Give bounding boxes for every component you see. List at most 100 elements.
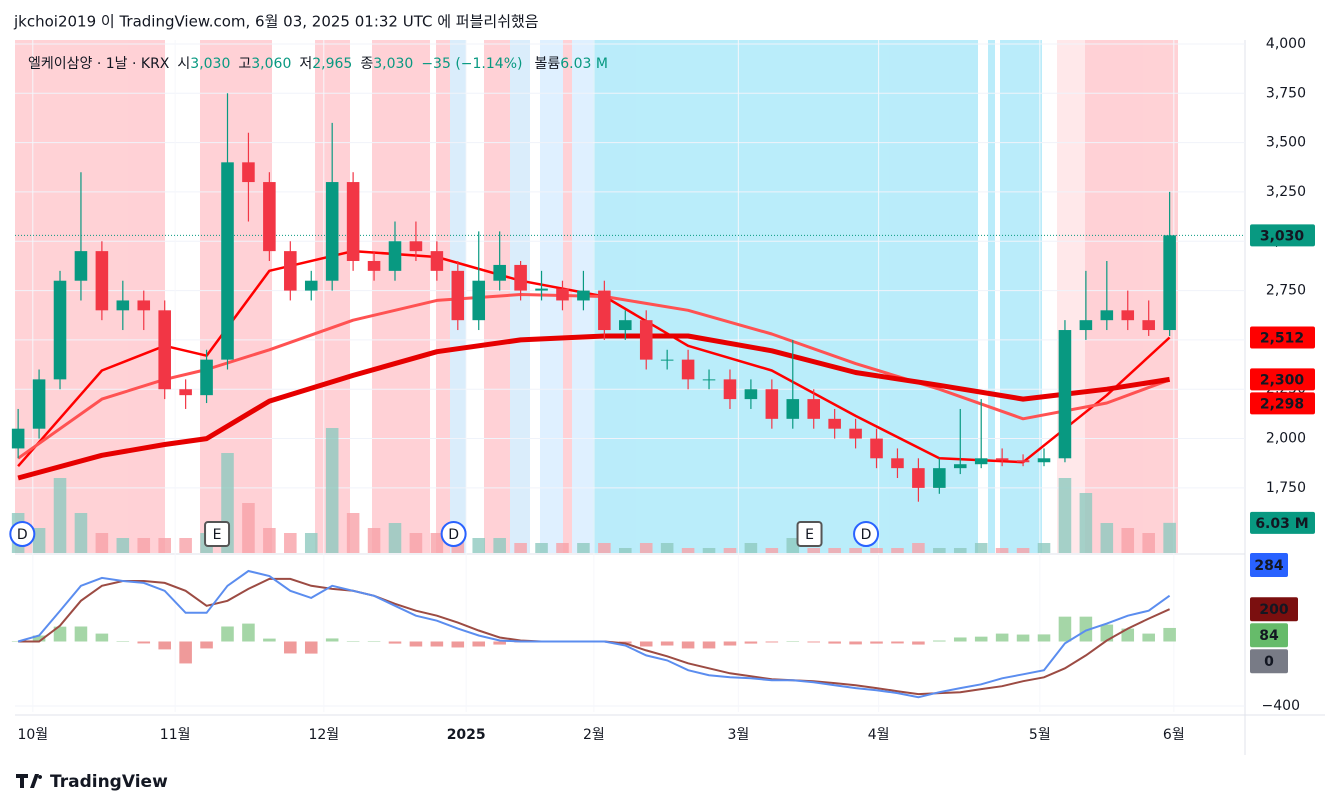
x-tick-label: 12월 [308, 727, 339, 743]
band [15, 40, 165, 553]
event-marker [796, 521, 823, 547]
candle-body [891, 458, 904, 469]
candle-body [32, 379, 46, 429]
macd-marker-label: 284 [1254, 558, 1283, 574]
candle-body [116, 300, 130, 311]
legend-volume-label: 볼륨 [534, 56, 560, 72]
macd-histogram [1037, 634, 1051, 642]
candle-body [53, 280, 67, 380]
macd-histogram [304, 641, 318, 654]
macd-histogram [933, 640, 946, 642]
volume-bar [912, 543, 925, 553]
candle-body [304, 280, 318, 291]
macd-histogram [242, 623, 255, 642]
y-tick-label: 3,750 [1266, 85, 1306, 101]
volume-bar [409, 533, 423, 553]
macd-marker [1250, 623, 1288, 648]
event-marker [853, 521, 880, 547]
volume-bar [388, 523, 402, 553]
macd-histogram [137, 641, 151, 644]
macd-histogram [1058, 616, 1072, 642]
volume-bar [284, 533, 297, 553]
candle-body [242, 162, 255, 183]
volume-bar [619, 548, 632, 553]
macd-histogram [53, 626, 67, 642]
macd-histogram [179, 641, 192, 664]
x-tick-label: 6월 [1163, 727, 1185, 743]
candle-body [598, 290, 611, 331]
volume-bar [702, 548, 716, 553]
candle-body [807, 399, 820, 419]
candle-body [681, 359, 695, 380]
candle-body [995, 458, 1009, 461]
volume-bar [367, 528, 381, 553]
candle-body [1016, 460, 1030, 463]
volume-bar [660, 543, 674, 553]
plot: 1,7502,0002,2502,5002,7503,0003,2503,500… [9, 36, 1315, 743]
candle-body [1058, 330, 1072, 459]
candle-body [74, 251, 88, 281]
candle-body [158, 310, 171, 390]
volume-bar [598, 543, 611, 553]
macd-histogram [681, 641, 695, 649]
legend-symbol: 엘케이삼양 · 1날 · KRX [28, 56, 170, 72]
y-tick-label: 2,000 [1266, 431, 1306, 447]
candle-body [388, 241, 402, 271]
volume-bar [493, 538, 506, 553]
macd-histogram [660, 641, 674, 646]
logo-text: TradingView [50, 772, 168, 792]
volume-bar [1079, 493, 1093, 553]
legend-low-label: 저 [299, 56, 312, 72]
candle-body [619, 320, 632, 331]
macd-histogram [32, 635, 46, 642]
volume-bar [1121, 528, 1135, 553]
volume-bar [95, 533, 109, 553]
moving-average [17, 333, 1170, 481]
macd-histogram [263, 638, 276, 642]
macd-marker [1250, 553, 1288, 577]
macd-histogram [346, 641, 360, 643]
volume-bar [304, 533, 318, 553]
candle-body [409, 241, 423, 252]
macd-histogram [409, 641, 423, 647]
macd-histogram [702, 641, 716, 649]
candle-body [744, 389, 758, 400]
legend-open-label: 시 [177, 56, 190, 72]
volume-bar [681, 548, 695, 553]
volume-bar [179, 538, 192, 553]
macd-histogram [158, 641, 171, 650]
candle-body [702, 379, 716, 381]
macd-histogram [221, 626, 234, 642]
band [372, 40, 430, 553]
price-marker [1250, 224, 1315, 247]
macd-histogram [472, 641, 486, 647]
volume-bar [974, 543, 988, 553]
candle-body [514, 264, 527, 291]
price-marker-label: 3,030 [1260, 228, 1305, 244]
macd-histogram [912, 641, 925, 645]
candle-body [430, 251, 444, 271]
legend-text: 엘케이삼양 · 1날 · KRX 시3,030 고3,060 저2,965 종3,030… [28, 56, 608, 72]
x-tick-label: 4월 [868, 727, 890, 743]
macd-histogram [1079, 616, 1093, 642]
volume-bar [828, 548, 841, 553]
candle-body [472, 280, 486, 321]
price-marker [1250, 392, 1315, 415]
macd-histogram [451, 641, 465, 648]
candle-body [870, 438, 883, 459]
macd-histogram [765, 641, 779, 643]
macd-histogram [807, 641, 820, 643]
macd-histogram [1016, 634, 1030, 642]
legend-open: 3,030 [190, 56, 230, 72]
volume-bar [325, 428, 339, 553]
macd-histogram [388, 641, 402, 644]
y-tick-label: 2,750 [1266, 283, 1306, 299]
legend-high-label: 고 [238, 56, 251, 72]
macd-histogram [639, 641, 653, 647]
band [200, 40, 272, 553]
candle-body [723, 379, 737, 400]
candle-body [1079, 320, 1093, 331]
y-tick-label: 1,750 [1266, 480, 1306, 496]
volume-bar [1163, 522, 1176, 553]
event-label: D [861, 527, 872, 543]
